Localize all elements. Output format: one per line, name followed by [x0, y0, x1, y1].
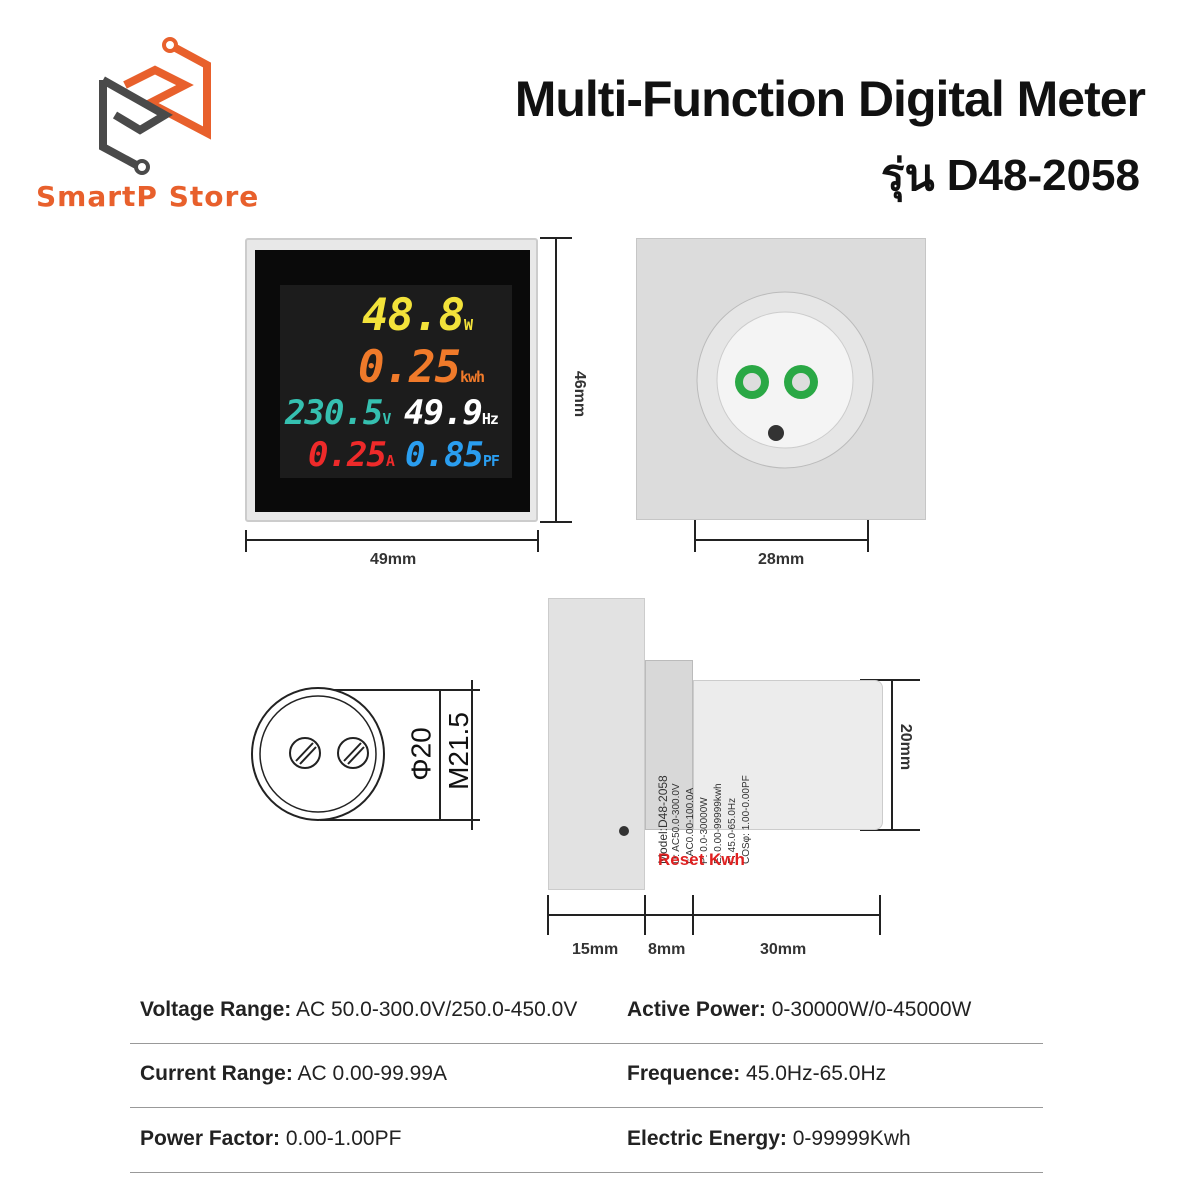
page-title: Multi-Function Digital Meter: [514, 71, 1146, 127]
divider: [130, 1107, 1043, 1108]
voltage-readout: 230.5V: [285, 393, 391, 433]
dim-back-width: 28mm: [758, 551, 805, 568]
current-readout: 0.25A: [308, 435, 395, 475]
divider: [130, 1172, 1043, 1173]
reset-kwh-label: Reset Kwh: [658, 850, 745, 869]
side-panel: [548, 598, 645, 890]
dim-thread: M21.5: [442, 712, 474, 790]
side-ring: [645, 660, 693, 830]
side-spec-label: Model:D48-2058 U: AC50.0-300.0V I: AC0.00…: [656, 775, 752, 864]
dim-body-dia: 20mm: [897, 723, 915, 771]
spec-current: Current Range: AC 0.00-99.99A: [140, 1062, 447, 1085]
model-subtitle: รุ่น D48-2058: [880, 151, 1140, 200]
spec-power: Active Power: 0-30000W/0-45000W: [627, 998, 972, 1021]
reset-button[interactable]: [619, 826, 629, 836]
power-readout: 48.8W: [362, 290, 473, 341]
dim-phi: Φ20: [405, 727, 437, 781]
divider: [130, 1043, 1043, 1044]
meter-lcd: [280, 285, 512, 478]
brand-name: SmartP Store: [36, 180, 260, 213]
brand-logo: [99, 37, 211, 175]
terminal-end-view: [251, 687, 385, 821]
dim-front-height: 46mm: [571, 370, 589, 418]
pf-readout: 0.85PF: [405, 435, 500, 475]
side-body: [693, 680, 883, 830]
frequency-readout: 49.9Hz: [404, 393, 499, 433]
dim-ring: 8mm: [648, 941, 686, 958]
spec-frequency: Frequence: 45.0Hz-65.0Hz: [627, 1062, 887, 1085]
energy-readout: 0.25kwh: [358, 342, 485, 393]
back-terminal: [696, 291, 874, 469]
spec-voltage: Voltage Range: AC 50.0-300.0V/250.0-450.…: [140, 998, 578, 1021]
spec-power-factor: Power Factor: 0.00-1.00PF: [140, 1127, 402, 1150]
dim-panel-depth: 15mm: [572, 941, 619, 958]
dim-body-len: 30mm: [760, 941, 807, 958]
dim-front-width: 49mm: [370, 551, 417, 568]
spec-energy: Electric Energy: 0-99999Kwh: [627, 1127, 911, 1150]
